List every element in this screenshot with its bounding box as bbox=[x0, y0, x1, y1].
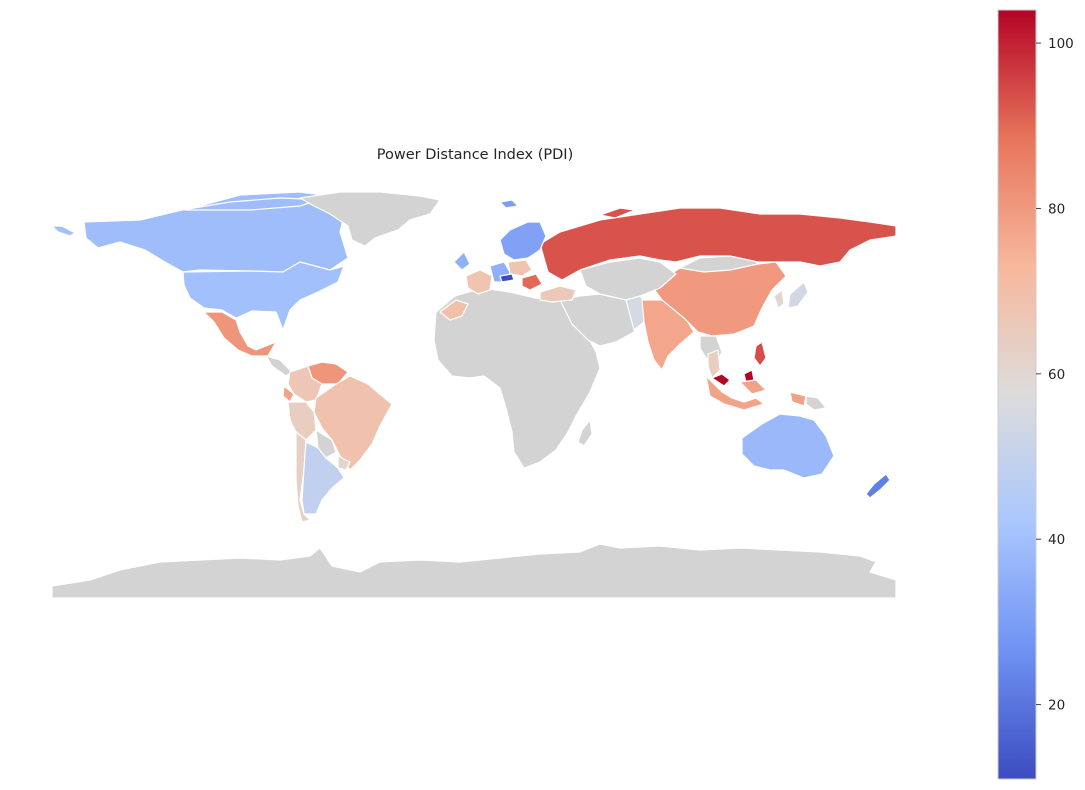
region-central-america bbox=[265, 355, 293, 377]
region-antarctica bbox=[51, 543, 897, 599]
region-indonesia bbox=[705, 375, 807, 411]
region-alaska bbox=[51, 225, 76, 237]
region-britain bbox=[453, 251, 471, 271]
region-argentina bbox=[301, 441, 345, 515]
region-mexico bbox=[203, 311, 277, 357]
region-thailand bbox=[707, 349, 721, 379]
colorbar-tick-label: 60 bbox=[1048, 367, 1065, 383]
region-france bbox=[465, 269, 493, 295]
region-greenland bbox=[299, 191, 441, 247]
region-peru bbox=[287, 401, 317, 441]
colorbar-tick-label: 40 bbox=[1048, 532, 1065, 548]
region-korea bbox=[773, 289, 785, 309]
region-united-states bbox=[182, 261, 345, 331]
region-uruguay bbox=[337, 455, 351, 471]
region-africa bbox=[433, 287, 601, 469]
region-middle-east bbox=[559, 293, 641, 347]
region-papua-new-guinea bbox=[805, 395, 827, 411]
region-madagascar bbox=[577, 419, 593, 447]
region-brazil bbox=[313, 375, 393, 471]
region-austria bbox=[499, 273, 515, 283]
colorbar-gradient bbox=[997, 9, 1037, 780]
region-central-asia bbox=[579, 257, 677, 301]
region-poland bbox=[507, 259, 533, 277]
region-iceland bbox=[499, 199, 519, 209]
map-title: Power Distance Index (PDI) bbox=[376, 147, 574, 163]
colorbar-tick-label: 100 bbox=[1048, 36, 1074, 52]
region-russia bbox=[539, 207, 897, 281]
region-romania bbox=[521, 273, 543, 291]
colorbar-tick-label: 80 bbox=[1048, 201, 1065, 217]
region-japan bbox=[787, 281, 809, 309]
region-scandinavia bbox=[499, 221, 547, 261]
region-morocco bbox=[439, 299, 469, 321]
colorbar-ticks: 20 40 60 80 100 bbox=[1036, 36, 1074, 714]
region-philippines bbox=[753, 341, 767, 367]
region-new-zealand bbox=[865, 473, 891, 499]
region-australia bbox=[741, 413, 835, 479]
colorbar-tick-label: 20 bbox=[1048, 698, 1065, 714]
region-turkey bbox=[539, 285, 577, 303]
world-map bbox=[51, 191, 897, 599]
